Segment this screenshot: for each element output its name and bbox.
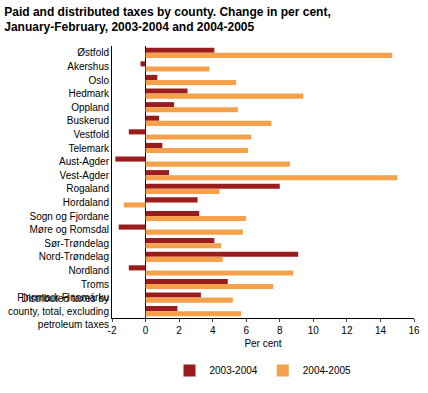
svg-text:Nordland: Nordland: [68, 265, 109, 276]
svg-text:2003-2004: 2003-2004: [210, 365, 258, 376]
svg-text:-2: -2: [108, 325, 117, 336]
svg-text:4: 4: [210, 325, 216, 336]
svg-text:14: 14: [375, 325, 387, 336]
svg-text:Finnmark Finnmárku: Finnmark Finnmárku: [17, 292, 109, 303]
svg-text:Nord-Trøndelag: Nord-Trøndelag: [39, 251, 109, 262]
svg-text:Telemark: Telemark: [68, 143, 110, 154]
svg-text:Buskerud: Buskerud: [67, 115, 109, 126]
svg-text:2: 2: [176, 325, 182, 336]
svg-text:Hedmark: Hedmark: [68, 88, 110, 99]
svg-text:16: 16: [408, 325, 420, 336]
svg-text:Aust-Agder: Aust-Agder: [59, 156, 110, 167]
svg-text:Oslo: Oslo: [88, 75, 109, 86]
svg-text:Per cent: Per cent: [244, 338, 281, 349]
svg-text:0: 0: [143, 325, 149, 336]
svg-text:Akershus: Akershus: [67, 61, 109, 72]
svg-text:Møre og Romsdal: Møre og Romsdal: [30, 224, 109, 235]
svg-text:Østfold: Østfold: [77, 47, 109, 58]
svg-text:6: 6: [243, 325, 249, 336]
svg-text:Distributed taxes bycounty, to: Distributed taxes bycounty, total, exclu…: [8, 293, 109, 330]
svg-text:Hordaland: Hordaland: [63, 197, 109, 208]
svg-text:Vestfold: Vestfold: [73, 129, 109, 140]
svg-text:Rogaland: Rogaland: [66, 183, 109, 194]
svg-text:12: 12: [341, 325, 353, 336]
svg-text:Troms: Troms: [81, 279, 109, 290]
svg-text:Sogn og Fjordane: Sogn og Fjordane: [29, 211, 109, 222]
svg-text:10: 10: [308, 325, 320, 336]
svg-text:Paid and distributed taxes by: Paid and distributed taxes by county. Ch…: [4, 5, 331, 35]
svg-text:Vest-Agder: Vest-Agder: [60, 170, 110, 181]
svg-text:2004-2005: 2004-2005: [303, 365, 351, 376]
svg-text:8: 8: [277, 325, 283, 336]
svg-text:Oppland: Oppland: [71, 102, 109, 113]
svg-text:Sør-Trøndelag: Sør-Trøndelag: [44, 238, 109, 249]
